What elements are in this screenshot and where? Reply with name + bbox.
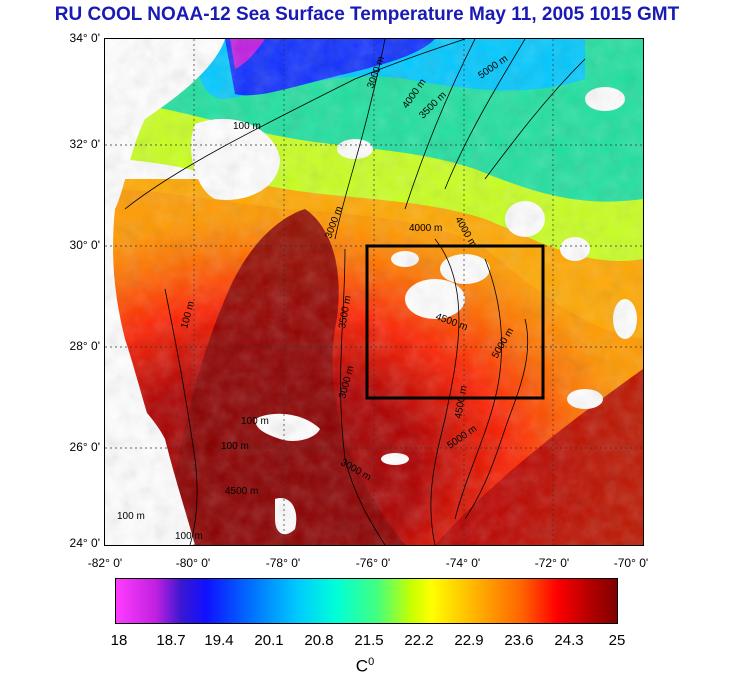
isobath-label: 4000 m — [409, 223, 442, 234]
colorbar-value: 18.7 — [156, 632, 186, 649]
colorbar-value: 22.9 — [454, 632, 484, 649]
map-title: RU COOL NOAA-12 Sea Surface Temperature … — [54, 4, 680, 25]
isobath-label: 4500 m — [225, 486, 258, 497]
colorbar-value: 20.8 — [304, 632, 334, 649]
lon-label: -70° 0' — [613, 556, 649, 570]
study-area-box — [365, 244, 545, 400]
isobath-label: 100 m — [241, 416, 269, 427]
colorbar-value: 19.4 — [204, 632, 234, 649]
colorbar-value: 21.5 — [354, 632, 384, 649]
lon-label: -74° 0' — [445, 556, 481, 570]
graticule — [105, 39, 643, 545]
lat-label: 24° 0' — [69, 536, 100, 550]
isobath-label: 100 m — [175, 531, 203, 542]
isobath-label: 100 m — [221, 441, 249, 452]
lat-label: 26° 0' — [69, 440, 100, 454]
lat-label: 28° 0' — [69, 339, 100, 353]
unit-letter: C — [355, 656, 369, 676]
colorbar-value: 23.6 — [504, 632, 534, 649]
colorbar — [115, 578, 618, 624]
isobath-label: 100 m — [233, 121, 261, 132]
lat-label: 32° 0' — [69, 137, 100, 151]
colorbar-unit: C0 — [340, 656, 390, 677]
colorbar-value: 24.3 — [554, 632, 584, 649]
isobaths — [124, 39, 586, 545]
sst-map: 100 m 3000 m 4000 m 3500 m 5000 m 3000 m… — [104, 38, 644, 546]
lon-label: -82° 0' — [87, 556, 123, 570]
lon-label: -76° 0' — [355, 556, 391, 570]
sst-map-canvas: 100 m 3000 m 4000 m 3500 m 5000 m 3000 m… — [105, 39, 643, 545]
lon-label: -80° 0' — [175, 556, 211, 570]
colorbar-value: 20.1 — [254, 632, 284, 649]
lat-label: 30° 0' — [69, 238, 100, 252]
unit-superscript: 0 — [368, 656, 375, 668]
colorbar-value: 25 — [608, 632, 626, 649]
lon-label: -72° 0' — [534, 556, 570, 570]
colorbar-value: 18 — [110, 632, 128, 649]
colorbar-value: 22.2 — [404, 632, 434, 649]
isobath-label: 100 m — [117, 511, 145, 522]
lon-label: -78° 0' — [265, 556, 301, 570]
lat-label: 34° 0' — [69, 31, 100, 45]
